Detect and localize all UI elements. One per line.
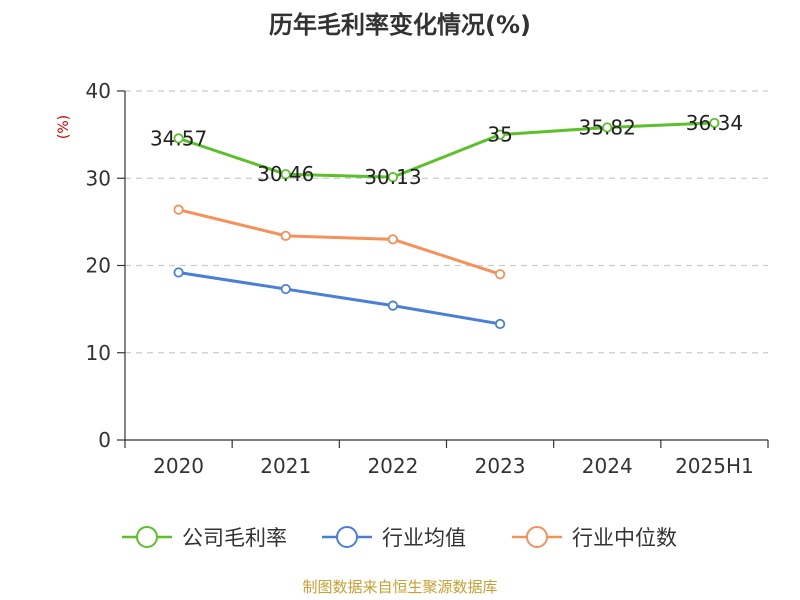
data-label: 36.34: [686, 111, 743, 135]
legend-item-0[interactable]: 公司毛利率: [122, 526, 287, 550]
x-tick-label: 2024: [582, 454, 633, 478]
data-label: 30.13: [364, 165, 421, 189]
series-line-2: [178, 208, 501, 276]
data-point: [494, 269, 506, 280]
legend-label: 行业中位数: [572, 526, 677, 550]
x-tick-label: 2023: [475, 454, 526, 478]
x-tick-label: 2022: [367, 454, 418, 478]
y-tick-label: 20: [86, 254, 111, 278]
legend-item-1[interactable]: 行业均值: [322, 526, 466, 550]
data-point: [494, 318, 506, 330]
series-line-1: [178, 270, 501, 326]
y-axis-label: (%): [56, 115, 72, 139]
legend-label: 公司毛利率: [182, 526, 287, 550]
legend-marker: [526, 526, 548, 548]
data-point: [280, 169, 291, 180]
y-tick-label: 0: [98, 428, 111, 452]
series-lines: [178, 121, 715, 326]
axes: [117, 90, 769, 448]
data-point: [173, 267, 184, 278]
grid-lines: [125, 90, 768, 354]
y-tick-label: 30: [86, 166, 111, 190]
series-points: [173, 117, 720, 330]
legend-marker: [136, 526, 158, 548]
data-point: [173, 204, 184, 215]
legend-item-2[interactable]: 行业中位数: [512, 526, 677, 550]
legend-label: 行业均值: [382, 526, 466, 550]
data-point: [280, 283, 291, 295]
data-label: 34.57: [150, 126, 207, 150]
x-tick-label: 2021: [260, 454, 311, 478]
data-point: [387, 300, 399, 311]
data-label: 30.46: [257, 162, 314, 186]
y-tick-labels: 0 10 20 30 40: [86, 79, 111, 452]
data-point: [709, 117, 720, 129]
series-line-0: [178, 121, 715, 179]
data-point: [280, 230, 291, 241]
y-tick-label: 40: [86, 79, 111, 103]
data-label: 35: [487, 123, 512, 147]
data-point: [173, 133, 184, 144]
data-point: [387, 172, 399, 183]
source-note: 制图数据来自恒生聚源数据库: [302, 578, 497, 596]
data-label: 35.82: [579, 115, 636, 139]
x-tick-label: 2020: [153, 454, 204, 478]
legend-marker: [336, 526, 358, 548]
data-labels: 34.57 30.46 30.13 35 35.82 36.34: [150, 111, 743, 189]
y-tick-label: 10: [86, 341, 111, 365]
legend[interactable]: 公司毛利率 行业均值 行业中位数: [122, 526, 677, 550]
data-point: [602, 122, 613, 133]
chart-title: 历年毛利率变化情况(%): [269, 11, 531, 39]
x-tick-labels: 2020 2021 2022 2023 2024 2025H1: [153, 454, 754, 478]
data-point: [494, 129, 506, 140]
x-tick-label: 2025H1: [675, 454, 754, 478]
data-point: [387, 234, 399, 245]
